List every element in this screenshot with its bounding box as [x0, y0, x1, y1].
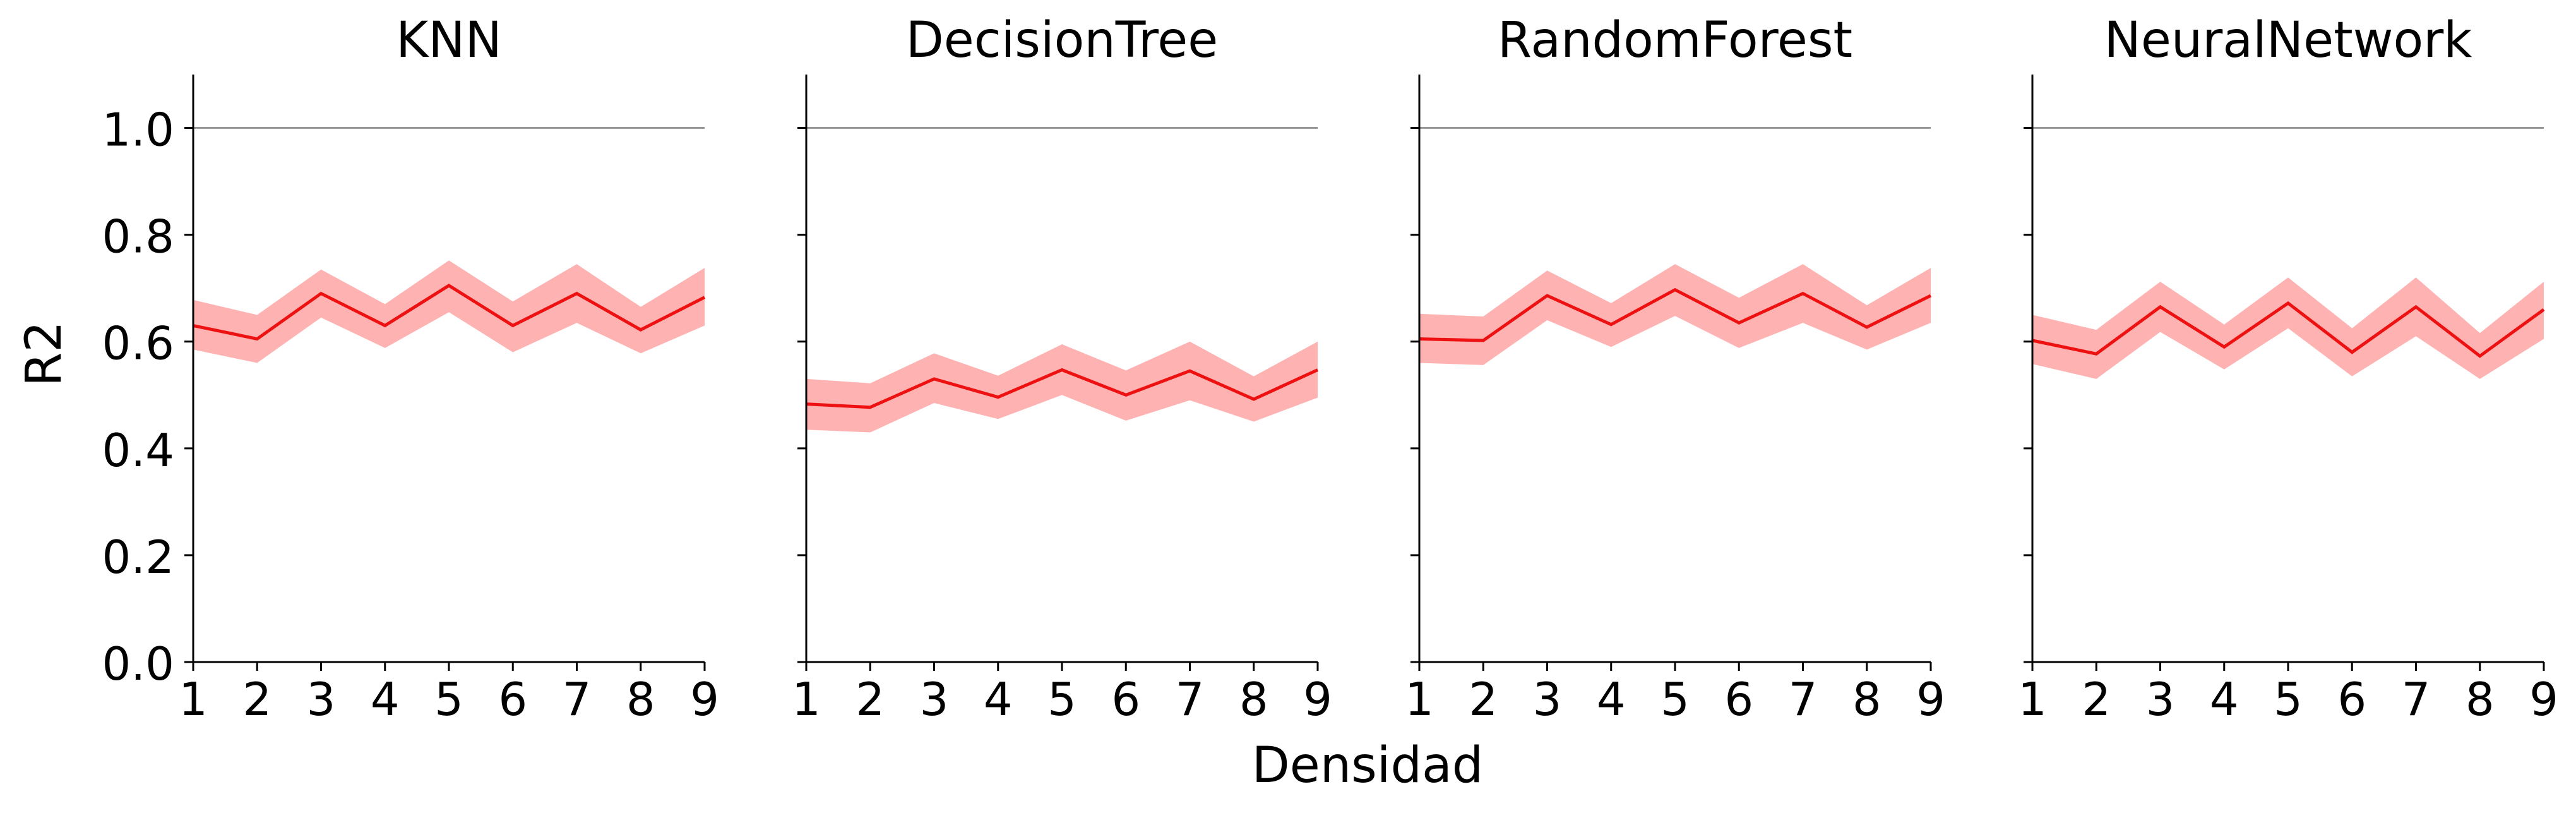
confidence-band [1419, 264, 1931, 365]
confidence-band [2032, 277, 2544, 379]
series-line [1419, 287, 1932, 342]
x-tick-label: 3 [2146, 673, 2175, 726]
x-tick-label: 3 [307, 673, 336, 726]
y-tick-label: 0.6 [102, 317, 174, 370]
x-tick-label: 9 [1916, 673, 1945, 726]
x-tick-label: 6 [1724, 673, 1753, 726]
y-tick-label: 0.4 [102, 424, 174, 477]
x-tick-label: 5 [1047, 673, 1076, 726]
y-tick-label: 1.0 [102, 104, 174, 157]
x-tick-label: 6 [1111, 673, 1140, 726]
panel-title: DecisionTree [906, 12, 1219, 69]
x-tick-label: 1 [179, 673, 208, 726]
x-tick-label: 5 [2274, 673, 2303, 726]
x-tick-label: 9 [690, 673, 719, 726]
x-tick-label: 3 [920, 673, 949, 726]
series-line [193, 284, 706, 341]
x-tick-label: 6 [2337, 673, 2366, 726]
x-axis-label: Densidad [1252, 737, 1484, 794]
x-tick-label: 7 [1789, 673, 1818, 726]
x-tick-label: 2 [1469, 673, 1498, 726]
panel-title: RandomForest [1498, 12, 1852, 69]
panel-title: NeuralNetwork [2104, 12, 2472, 69]
y-tick-label: 0.8 [102, 210, 174, 263]
panel-3: NeuralNetwork 1 2 3 4 5 6 7 8 9 [2018, 12, 2558, 726]
x-tick-label: 4 [371, 673, 400, 726]
x-tick-label: 3 [1533, 673, 1562, 726]
x-tick-label: 1 [2018, 673, 2047, 726]
y-tick-label: 0.2 [102, 531, 174, 584]
x-tick-label: 1 [1405, 673, 1434, 726]
panel-1: DecisionTree 1 2 3 4 5 6 7 8 9 [792, 12, 1332, 726]
x-tick-label: 9 [2529, 673, 2558, 726]
series-line [2032, 301, 2545, 358]
x-tick-label: 8 [1852, 673, 1881, 726]
x-tick-label: 2 [856, 673, 885, 726]
x-tick-label: 6 [498, 673, 527, 726]
x-tick-label: 9 [1303, 673, 1332, 726]
x-tick-label: 8 [1239, 673, 1268, 726]
x-tick-label: 8 [2466, 673, 2495, 726]
x-tick-label: 5 [1661, 673, 1690, 726]
x-tick-label: 7 [563, 673, 592, 726]
x-tick-label: 8 [626, 673, 655, 726]
panel-0: KNN 0.0 0.2 0.4 0.6 0.8 1.0 1 2 3 4 5 6 7 8 9 [102, 12, 719, 726]
x-tick-label: 4 [2210, 673, 2239, 726]
x-tick-label: 5 [434, 673, 463, 726]
x-tick-label: 7 [1176, 673, 1205, 726]
panel-title: KNN [396, 12, 502, 69]
confidence-band [806, 341, 1318, 433]
x-tick-label: 2 [2082, 673, 2111, 726]
y-axis-label: R2 [16, 321, 73, 387]
y-tick-label: 0.0 [102, 637, 174, 690]
panel-2: RandomForest 1 2 3 4 5 6 7 8 9 [1405, 12, 1945, 726]
x-tick-label: 4 [1597, 673, 1626, 726]
series-line [806, 368, 1319, 409]
x-tick-label: 2 [242, 673, 271, 726]
x-tick-label: 7 [2402, 673, 2431, 726]
x-tick-label: 1 [792, 673, 821, 726]
confidence-band [193, 260, 705, 363]
x-tick-label: 4 [984, 673, 1013, 726]
